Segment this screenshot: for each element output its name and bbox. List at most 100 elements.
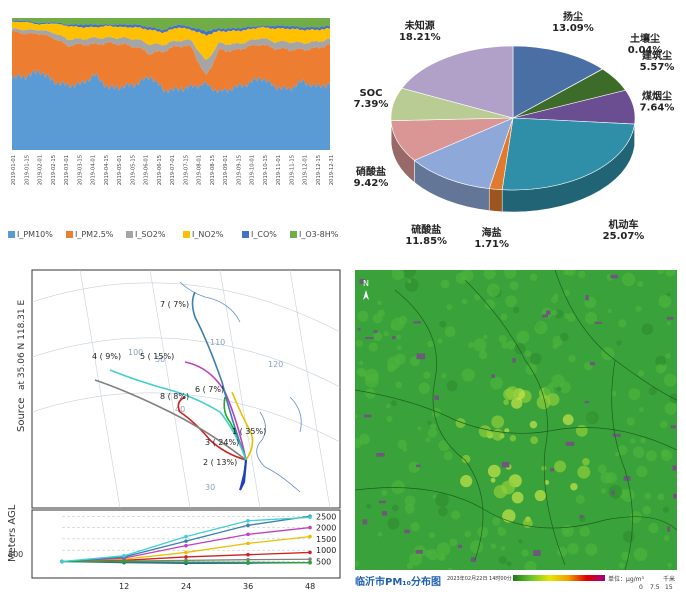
longitude-line bbox=[219, 269, 261, 509]
map-overlay: N bbox=[351, 263, 682, 574]
legend-item-1: I_PM2.5% bbox=[66, 230, 113, 239]
pm10-grid-cell bbox=[501, 342, 508, 349]
pie-label-value: 18.21% bbox=[399, 32, 441, 43]
pm10-grid-cell bbox=[663, 373, 677, 387]
pm10-grid-cell bbox=[534, 489, 546, 502]
pm10-grid-cell bbox=[505, 386, 520, 400]
pm10-grid-cell bbox=[661, 449, 673, 461]
pm10-grid-cell bbox=[364, 368, 379, 383]
height-y-tick: 2500 bbox=[316, 512, 336, 521]
height-point bbox=[246, 532, 250, 537]
height-point bbox=[246, 557, 250, 562]
pm10-grid-cell bbox=[474, 293, 481, 301]
height-x-tick: 48 bbox=[305, 582, 315, 591]
no-data-cell bbox=[416, 353, 426, 360]
legend-label: I_O3-8H% bbox=[299, 230, 339, 239]
longitude-line bbox=[289, 269, 331, 509]
pm10-grid-cell bbox=[617, 445, 628, 456]
pm10-grid-cell bbox=[544, 480, 550, 485]
legend-label: I_SO2% bbox=[135, 230, 166, 239]
pie-slice-6 bbox=[413, 117, 514, 189]
area-x-tick-label: 2019-02-01 bbox=[38, 155, 44, 185]
pm10-grid-cell bbox=[424, 549, 433, 558]
trajectory-label-4: 4 ( 9%) bbox=[92, 352, 121, 361]
no-data-cell bbox=[673, 493, 682, 499]
pie-label-name: 扬尘 bbox=[563, 10, 583, 23]
pm10-grid-cell bbox=[368, 342, 378, 352]
lat-label: 30 bbox=[205, 483, 215, 492]
height-x-tick: 12 bbox=[119, 582, 129, 591]
pm10-grid-cell bbox=[648, 522, 659, 534]
pm10-grid-cell bbox=[637, 281, 644, 288]
lon-label: 120 bbox=[268, 360, 283, 369]
pm10-grid-cell bbox=[509, 281, 519, 291]
no-data-cell bbox=[415, 549, 423, 554]
pie-label-name: 煤烟尘 bbox=[642, 89, 672, 102]
pm10-grid-cell bbox=[524, 560, 537, 574]
pie-label-value: 7.64% bbox=[640, 102, 675, 113]
pm10-grid-cell bbox=[641, 323, 654, 335]
pm10-grid-cell bbox=[608, 485, 623, 499]
legend-swatch bbox=[242, 231, 249, 238]
pm10-grid-cell bbox=[381, 489, 388, 496]
legend-swatch bbox=[183, 231, 190, 238]
coastline bbox=[179, 281, 302, 493]
pm10-grid-cell bbox=[373, 331, 383, 342]
legend-swatch bbox=[126, 231, 133, 238]
height-axis-label: Meters AGL bbox=[7, 504, 18, 562]
no-data-cell bbox=[501, 461, 510, 468]
pm10-grid-cell bbox=[629, 511, 642, 523]
height-point bbox=[184, 555, 188, 559]
area-x-tick-label: 2019-10-15 bbox=[263, 155, 269, 185]
pm10-grid-cell bbox=[504, 266, 517, 279]
trajectory-origin-marker bbox=[239, 459, 248, 491]
area-x-tick-label: 2019-07-15 bbox=[183, 155, 189, 185]
no-data-cell bbox=[546, 310, 551, 315]
pm10-grid-cell bbox=[407, 279, 412, 284]
pm10-grid-cell bbox=[511, 491, 524, 504]
pie-label-name: 硝酸盐 bbox=[356, 165, 386, 178]
pie-slice-0 bbox=[512, 45, 604, 119]
pie-label-name: 土壤尘 bbox=[630, 32, 660, 45]
pm10-grid-cell bbox=[667, 562, 672, 568]
pm10-grid-cell bbox=[460, 269, 474, 282]
pm10-grid-cell bbox=[632, 446, 645, 459]
pie-slice-9 bbox=[401, 45, 514, 119]
pm10-grid-cell bbox=[514, 343, 526, 355]
legend-label: I_PM10% bbox=[17, 230, 53, 239]
pm10-grid-cell bbox=[449, 538, 458, 547]
area-x-tick-label: 2019-03-15 bbox=[77, 155, 83, 185]
height-point bbox=[246, 523, 250, 528]
pie-label-value: 25.07% bbox=[603, 231, 645, 242]
pm10-grid-cell bbox=[582, 457, 590, 466]
pm10-grid-cell bbox=[438, 506, 448, 517]
trajectory-label-3: 3 ( 24%) bbox=[205, 438, 239, 447]
pm10-grid-cell bbox=[404, 503, 415, 514]
no-data-cell bbox=[610, 274, 619, 279]
height-point bbox=[122, 554, 126, 558]
pm10-grid-cell bbox=[529, 273, 538, 282]
no-data-cell bbox=[491, 374, 495, 379]
pm10-grid-cell bbox=[524, 350, 532, 357]
no-data-cell bbox=[666, 316, 674, 320]
source-coords: at 35.06 N 118.31 E bbox=[17, 300, 27, 390]
pm10-grid-cell bbox=[563, 529, 570, 535]
height-point bbox=[184, 539, 188, 543]
area-series-2 bbox=[12, 28, 330, 75]
pm10-grid-cell bbox=[473, 338, 487, 352]
pm10-grid-cell bbox=[428, 532, 436, 539]
area-x-tick-label: 2019-04-15 bbox=[104, 155, 110, 185]
pm10-grid-cell bbox=[468, 342, 474, 349]
pm10-grid-cell bbox=[404, 278, 419, 292]
stacked-area-chart: 2019-01-01 2019-01-15 2019-02-01 2019-02-15… bbox=[11, 18, 335, 185]
north-arrow-icon: N bbox=[363, 279, 369, 288]
lon-label: 100 bbox=[128, 348, 143, 357]
pie-label-name: 未知源 bbox=[404, 19, 435, 32]
pm10-grid-cell bbox=[550, 296, 559, 304]
trajectory-7 bbox=[191, 291, 247, 461]
pm10-grid-cell bbox=[664, 402, 678, 415]
no-data-cell bbox=[585, 294, 589, 301]
area-x-tick-label: 2019-03-01 bbox=[64, 155, 70, 185]
pm10-grid-cell bbox=[500, 546, 506, 551]
pm10-grid-cell bbox=[610, 390, 617, 397]
